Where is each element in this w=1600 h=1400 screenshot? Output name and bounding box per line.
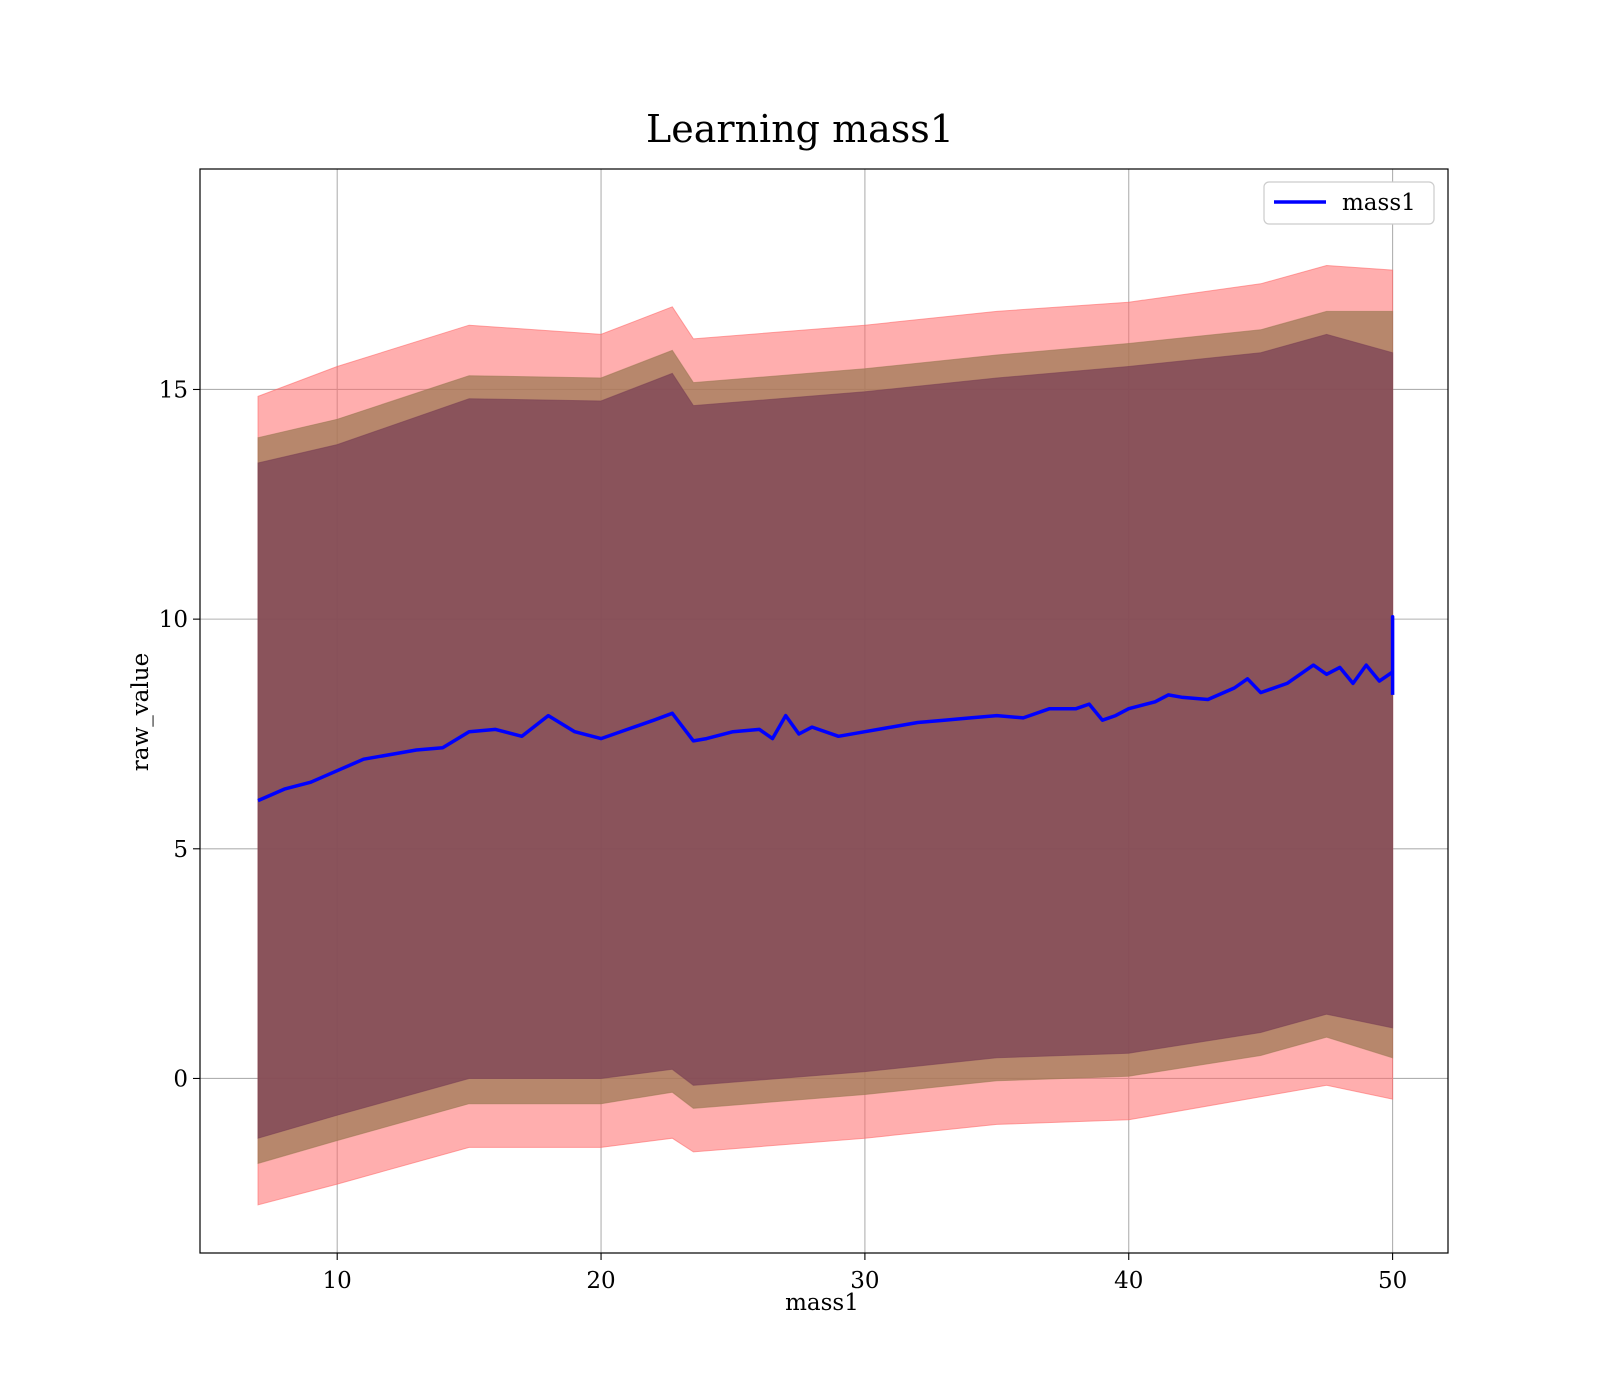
x-tick-label-10: 10 [323,1268,352,1294]
y-axis-label: raw_value [128,653,154,771]
legend: mass1 [1263,181,1435,225]
confidence-band-3 [257,333,1394,1139]
x-tick-label-40: 40 [1114,1268,1143,1294]
x-tick-label-30: 30 [850,1268,879,1294]
x-tick-label-20: 20 [586,1268,615,1294]
series-line-mass1 [257,615,1395,803]
plot-frame [199,168,1449,1254]
x-axis-label: mass1 [785,1290,859,1316]
chart-title: Learning mass1 [646,107,954,151]
legend-label-mass1: mass1 [1342,190,1416,216]
series-lines [257,615,1395,803]
y-tick-label-5: 5 [173,837,188,863]
legend-box [1263,181,1435,225]
y-tick-label-10: 10 [159,607,188,633]
y-tick-label-0: 0 [173,1066,188,1092]
x-tick-label-50: 50 [1378,1268,1407,1294]
confidence-bands [257,264,1394,1206]
ticks: 10 20 30 40 50 0 5 10 15 [159,377,1408,1294]
y-tick-label-15: 15 [159,377,188,403]
